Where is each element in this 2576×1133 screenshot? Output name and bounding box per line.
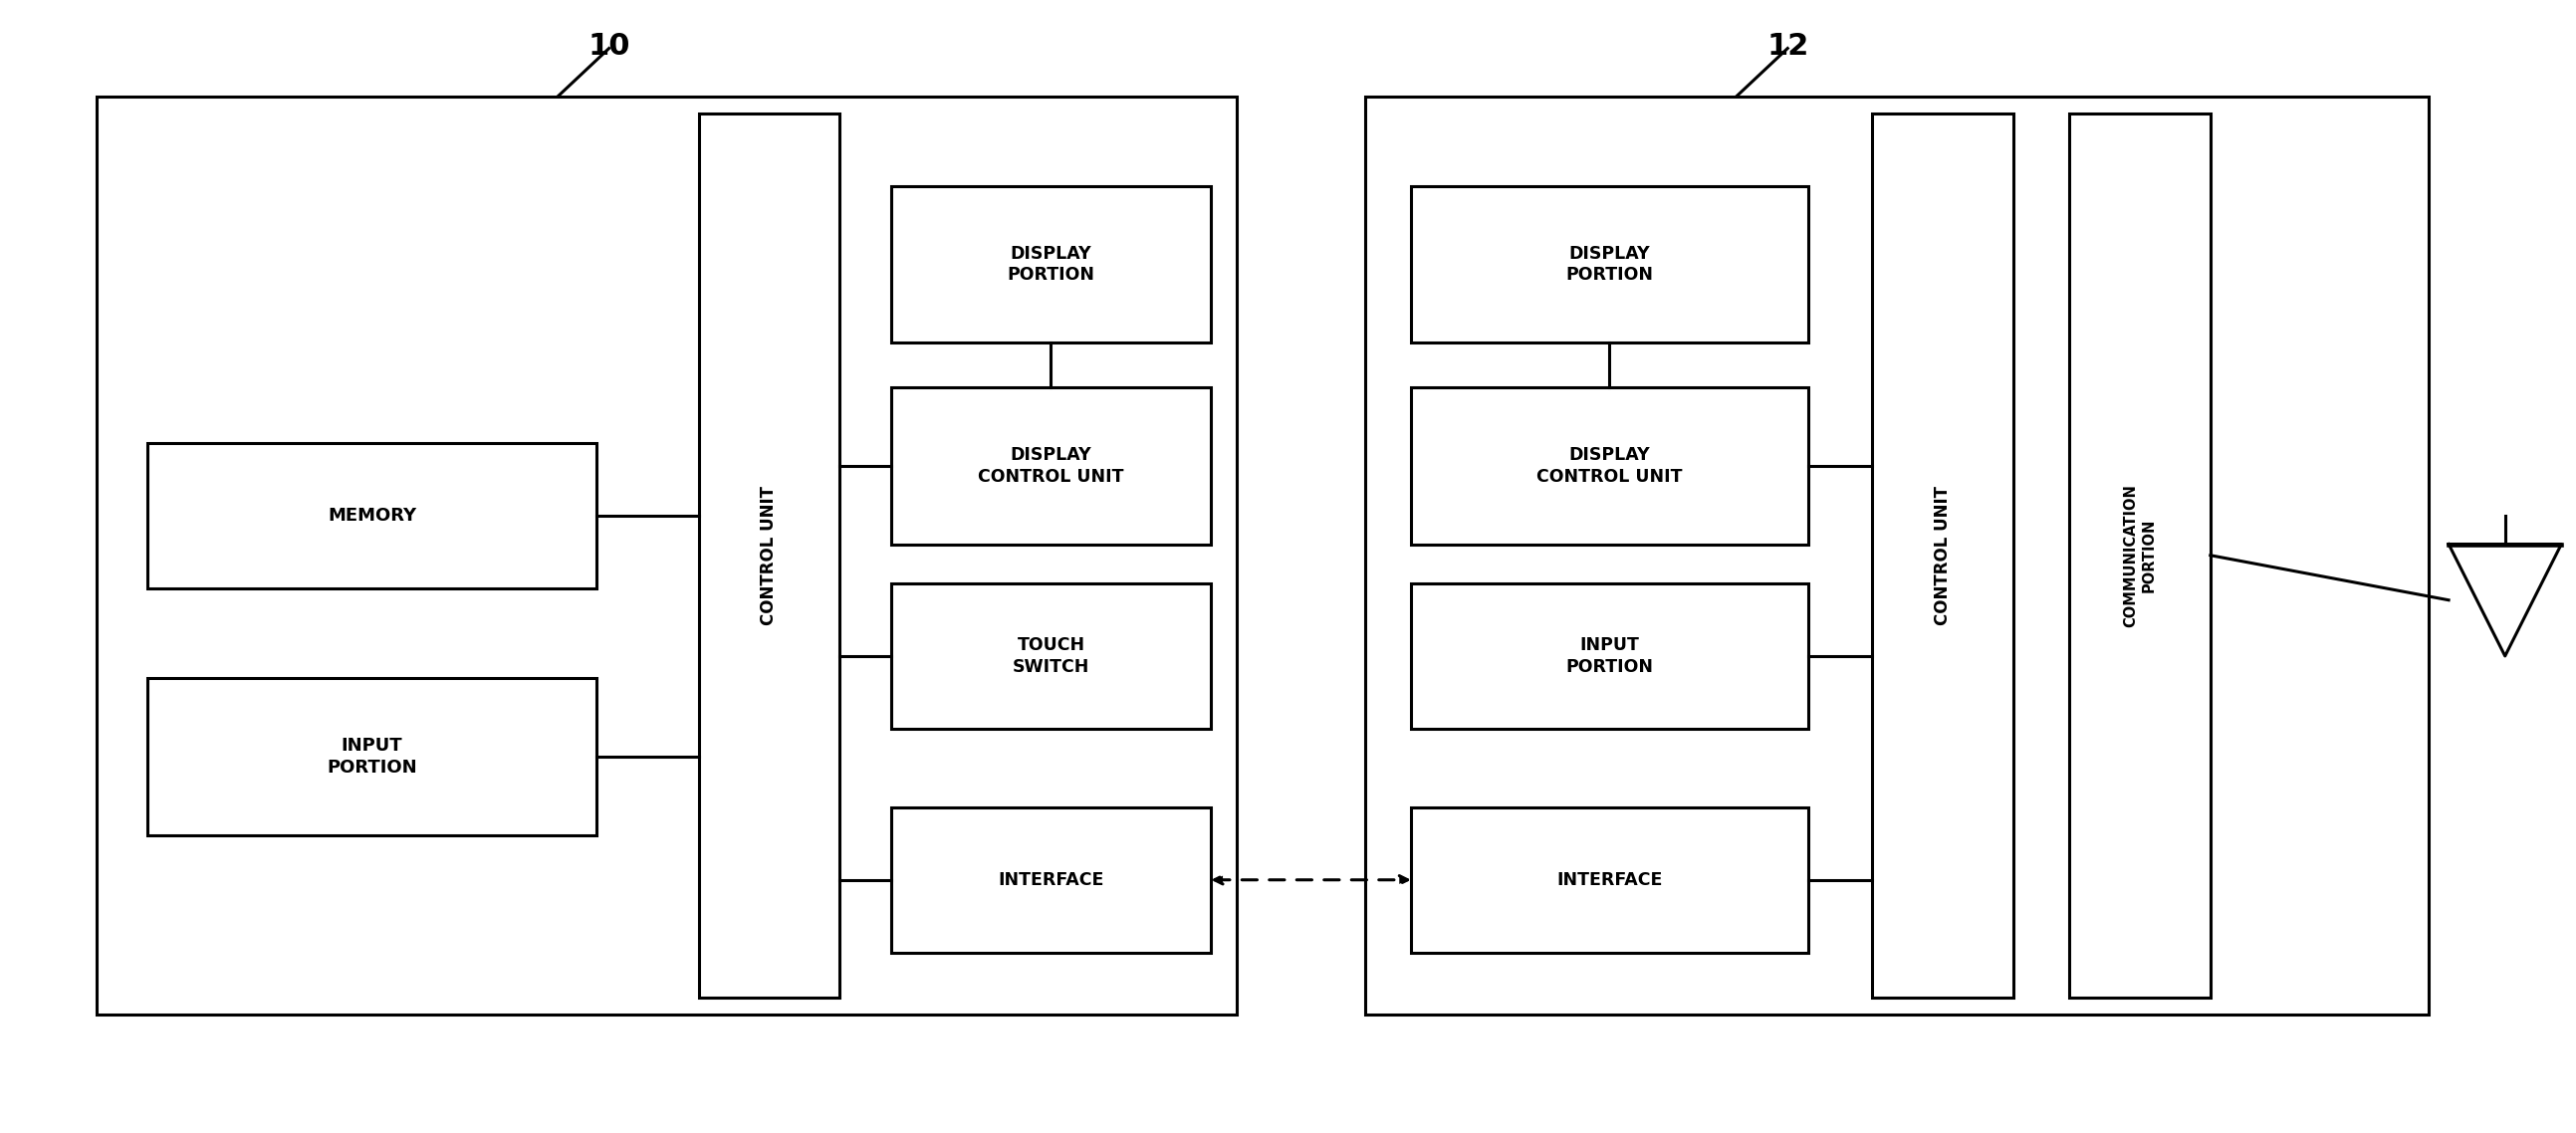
Text: DISPLAY
PORTION: DISPLAY PORTION bbox=[1007, 245, 1095, 284]
Bar bbox=[891, 583, 1211, 729]
Text: CONTROL UNIT: CONTROL UNIT bbox=[1935, 486, 1953, 625]
Text: TOUCH
SWITCH: TOUCH SWITCH bbox=[1012, 637, 1090, 675]
Polygon shape bbox=[2450, 544, 2561, 656]
Text: DISPLAY
PORTION: DISPLAY PORTION bbox=[1566, 245, 1654, 284]
Bar bbox=[1412, 583, 1808, 729]
Text: 12: 12 bbox=[1767, 32, 1808, 60]
Text: INTERFACE: INTERFACE bbox=[997, 871, 1105, 888]
Text: 10: 10 bbox=[587, 32, 631, 60]
Bar bbox=[1412, 387, 1808, 544]
Bar bbox=[147, 679, 595, 835]
Text: INPUT
PORTION: INPUT PORTION bbox=[1566, 637, 1654, 675]
Bar bbox=[891, 387, 1211, 544]
Bar bbox=[891, 186, 1211, 342]
Text: DISPLAY
CONTROL UNIT: DISPLAY CONTROL UNIT bbox=[979, 446, 1123, 485]
Bar bbox=[1873, 113, 2012, 997]
Text: INTERFACE: INTERFACE bbox=[1556, 871, 1662, 888]
Bar bbox=[1412, 807, 1808, 953]
Bar bbox=[1412, 186, 1808, 342]
Bar bbox=[147, 443, 595, 589]
Bar bbox=[1365, 96, 2429, 1014]
Text: DISPLAY
CONTROL UNIT: DISPLAY CONTROL UNIT bbox=[1538, 446, 1682, 485]
Text: CONTROL UNIT: CONTROL UNIT bbox=[760, 486, 778, 625]
Text: COMMUNICATION
PORTION: COMMUNICATION PORTION bbox=[2123, 484, 2156, 627]
Bar bbox=[891, 807, 1211, 953]
Text: INPUT
PORTION: INPUT PORTION bbox=[327, 738, 417, 776]
Text: MEMORY: MEMORY bbox=[327, 508, 417, 525]
Bar bbox=[95, 96, 1236, 1014]
Bar bbox=[2069, 113, 2210, 997]
Bar bbox=[698, 113, 840, 997]
